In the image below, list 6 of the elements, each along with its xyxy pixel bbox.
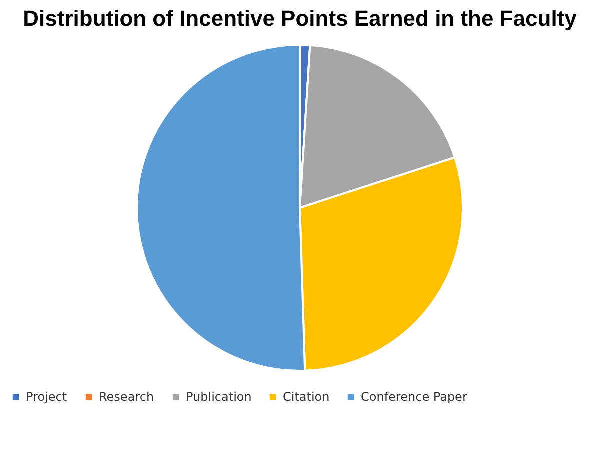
legend-label: Publication: [186, 390, 252, 404]
legend-label: Project: [26, 390, 68, 404]
chart-title: Distribution of Incentive Points Earned in the Faculty: [23, 6, 578, 31]
legend-label: Citation: [283, 390, 330, 404]
legend-label: Research: [99, 390, 154, 404]
legend-label: Conference Paper: [361, 390, 468, 404]
